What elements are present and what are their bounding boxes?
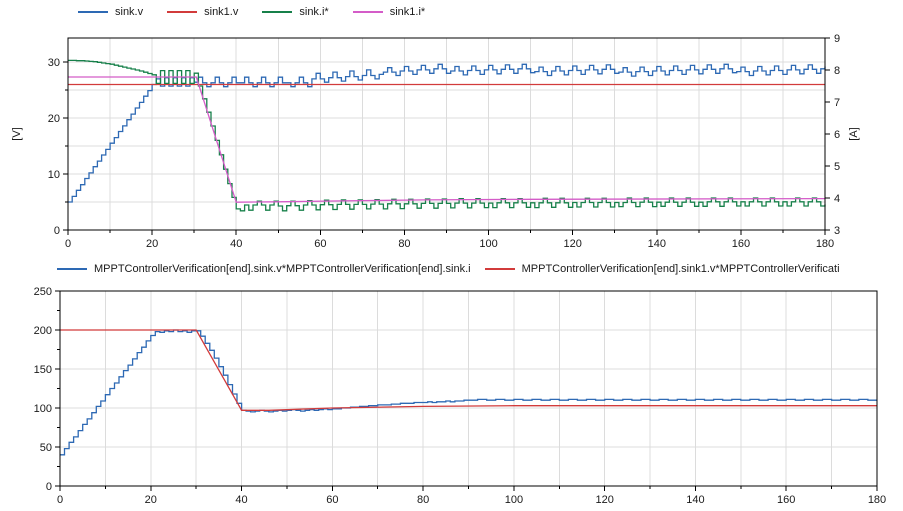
series-MPPTControllerVerification[end].sink1.v*MPPTControllerVerification[end].sink1.i[interactable] bbox=[60, 329, 877, 411]
y-left-tick-label: 0 bbox=[54, 225, 60, 237]
legend-swatch-green bbox=[262, 11, 293, 13]
y-left-tick-label: 30 bbox=[48, 57, 60, 69]
x-tick-label: 80 bbox=[398, 238, 410, 250]
y-left-tick-label: 0 bbox=[46, 481, 52, 493]
legend-item-sink.v: sink.v bbox=[78, 6, 143, 18]
y-right-tick-label: 6 bbox=[834, 129, 840, 141]
x-tick-label: 40 bbox=[230, 238, 242, 250]
y-left-tick-label: 150 bbox=[34, 364, 52, 376]
legend-item-MPPTControllerVerification[end].sink.v*MPPTControllerVerification[end].sink.i: MPPTControllerVerification[end].sink.v*M… bbox=[57, 263, 471, 275]
x-tick-label: 180 bbox=[868, 494, 886, 506]
legend-item-MPPTControllerVerification[end].sink1.v*MPPTControllerVerificati: MPPTControllerVerification[end].sink1.v*… bbox=[484, 263, 840, 275]
legend-swatch-red bbox=[484, 268, 515, 270]
legend-label: sink.i* bbox=[299, 6, 329, 18]
legend-swatch-red bbox=[167, 11, 198, 13]
x-tick-label: 120 bbox=[563, 238, 581, 250]
y-left-tick-label: 20 bbox=[48, 113, 60, 125]
legend-label: sink.v bbox=[115, 6, 144, 18]
x-tick-label: 20 bbox=[146, 238, 158, 250]
series-sink1.i*[interactable] bbox=[68, 76, 826, 203]
y-left-tick-label: 200 bbox=[34, 325, 52, 337]
y-right-tick-label: 7 bbox=[834, 97, 840, 109]
x-tick-label: 180 bbox=[816, 238, 834, 250]
y-right-tick-label: 5 bbox=[834, 161, 840, 173]
x-tick-label: 160 bbox=[777, 494, 795, 506]
bottom-chart: 0 20 40 60 80 100 120 140 160 180 0 50 100 150 200 250 bbox=[34, 286, 887, 506]
legend-label: MPPTControllerVerification[end].sink.v*M… bbox=[94, 263, 471, 275]
x-tick-label: 20 bbox=[145, 494, 157, 506]
top-chart: 0 20 40 60 80 100 120 140 160 180 0 10 20 30 [V] 3 4 5 6 7 8… bbox=[11, 33, 860, 250]
legend-label: sink1.i* bbox=[389, 6, 426, 18]
legend-item-sink1.v: sink1.v bbox=[167, 6, 238, 18]
x-tick-label: 120 bbox=[595, 494, 613, 506]
legend-item-sink.i*: sink.i* bbox=[262, 6, 329, 18]
y-right-tick-label: 8 bbox=[834, 65, 840, 77]
legend-label: sink1.v bbox=[204, 6, 239, 18]
x-tick-label: 80 bbox=[417, 494, 429, 506]
x-tick-label: 60 bbox=[326, 494, 338, 506]
top-chart-legend: sink.v sink1.v sink.i* sink1.i* bbox=[78, 6, 425, 18]
x-tick-label: 60 bbox=[314, 238, 326, 250]
y-right-tick-label: 9 bbox=[834, 33, 840, 45]
y-left-tick-label: 250 bbox=[34, 286, 52, 298]
legend-swatch-blue bbox=[78, 11, 108, 13]
x-tick-label: 100 bbox=[479, 238, 497, 250]
y-right-tick-label: 3 bbox=[834, 225, 840, 237]
x-tick-label: 160 bbox=[732, 238, 750, 250]
legend-label: MPPTControllerVerification[end].sink1.v*… bbox=[521, 263, 840, 275]
y-right-tick-label: 4 bbox=[834, 193, 840, 205]
y-left-tick-label: 10 bbox=[48, 169, 60, 181]
legend-item-sink1.i*: sink1.i* bbox=[352, 6, 426, 18]
y-left-tick-label: 50 bbox=[40, 442, 52, 454]
x-tick-label: 140 bbox=[686, 494, 704, 506]
y-right-axis-unit: [A] bbox=[848, 127, 860, 140]
x-tick-label: 140 bbox=[648, 238, 666, 250]
legend-swatch-magenta bbox=[352, 11, 383, 13]
x-tick-label: 0 bbox=[65, 238, 71, 250]
y-left-axis-unit: [V] bbox=[11, 127, 23, 140]
x-tick-label: 40 bbox=[235, 494, 247, 506]
legend-swatch-blue bbox=[57, 268, 87, 270]
x-tick-label: 0 bbox=[57, 494, 63, 506]
y-left-tick-label: 100 bbox=[34, 403, 52, 415]
bottom-chart-legend: MPPTControllerVerification[end].sink.v*M… bbox=[57, 263, 903, 275]
x-tick-label: 100 bbox=[505, 494, 523, 506]
